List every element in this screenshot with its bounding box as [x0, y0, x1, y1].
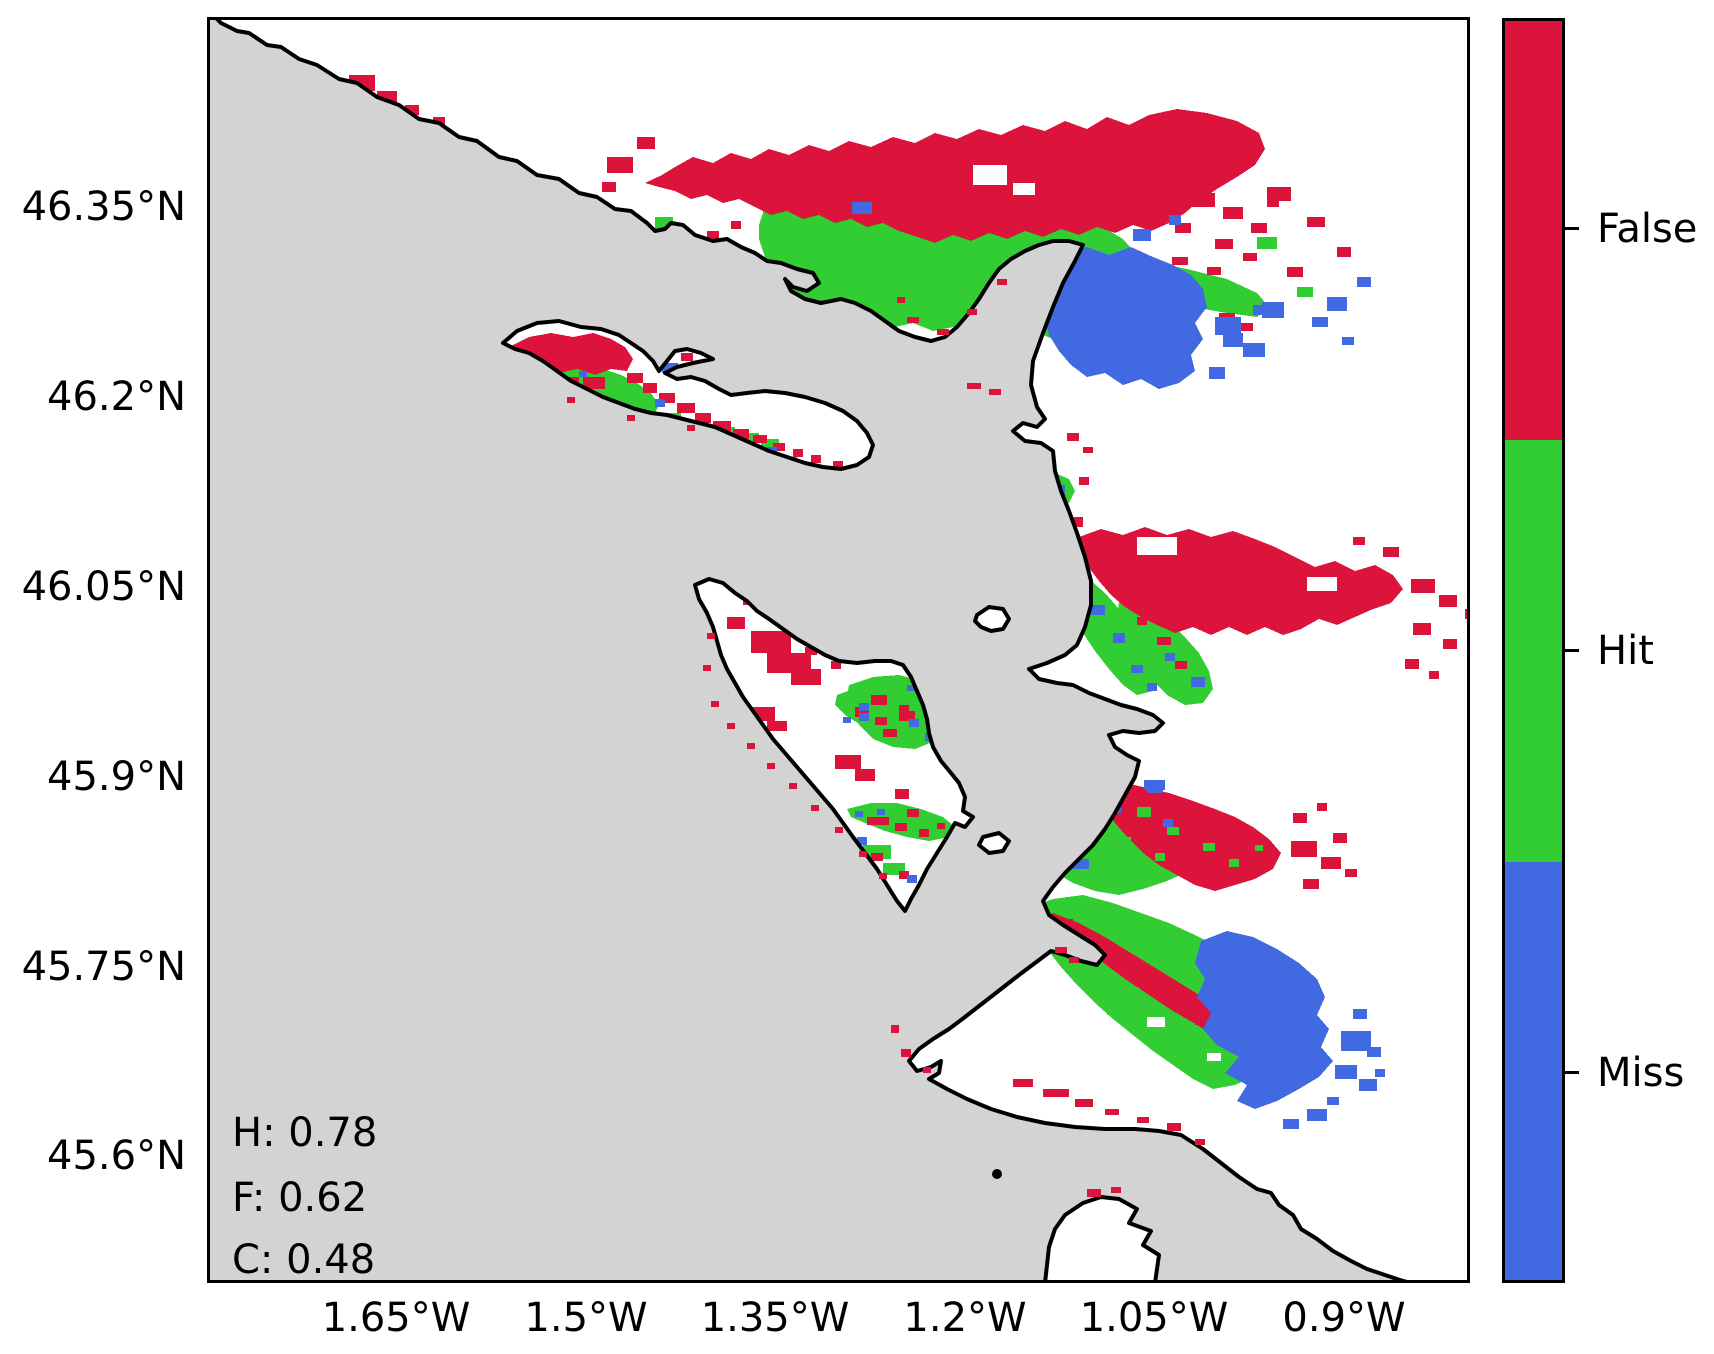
y-tick-label: 45.75°N [21, 944, 186, 990]
plot-border [207, 17, 1470, 1283]
colorbar-tick [1565, 227, 1579, 230]
stat-false-rate: F: 0.62 [232, 1175, 368, 1221]
sea-and-coastline [207, 17, 1413, 1283]
map-plot: H: 0.78 F: 0.62 C: 0.48 [207, 17, 1470, 1283]
cordouan-islet [992, 1169, 1002, 1179]
colorbar-label-miss: Miss [1597, 1050, 1685, 1096]
colorbar-label-hit: Hit [1597, 628, 1654, 674]
y-tick-label: 46.2°N [47, 374, 186, 420]
y-tick-label: 45.6°N [47, 1133, 186, 1179]
false-coast-speckles [567, 279, 1205, 1197]
x-tick-label: 0.9°W [1282, 1295, 1406, 1341]
colorbar [1502, 18, 1565, 1283]
x-tick-label: 1.35°W [700, 1295, 850, 1341]
map-svg [207, 17, 1470, 1283]
colorbar-hit-segment [1502, 440, 1565, 862]
stat-hit-rate: H: 0.78 [232, 1110, 378, 1156]
colorbar-svg [1502, 18, 1565, 1283]
x-tick-label: 1.2°W [903, 1295, 1027, 1341]
x-tick-label: 1.65°W [321, 1295, 471, 1341]
colorbar-tick [1565, 649, 1579, 652]
colorbar-false-segment [1502, 18, 1565, 440]
colorbar-miss-segment [1502, 862, 1565, 1283]
colorbar-tick [1565, 1071, 1579, 1074]
y-tick-label: 45.9°N [47, 754, 186, 800]
raster-white-gaps [973, 165, 1337, 1061]
colorbar-label-false: False [1597, 206, 1698, 252]
y-tick-label: 46.05°N [21, 564, 186, 610]
colorbar-border [1502, 18, 1565, 1283]
x-tick-label: 1.05°W [1079, 1295, 1229, 1341]
x-tick-label: 1.5°W [524, 1295, 648, 1341]
y-tick-label: 46.35°N [21, 184, 186, 230]
stat-csi: C: 0.48 [232, 1237, 376, 1283]
